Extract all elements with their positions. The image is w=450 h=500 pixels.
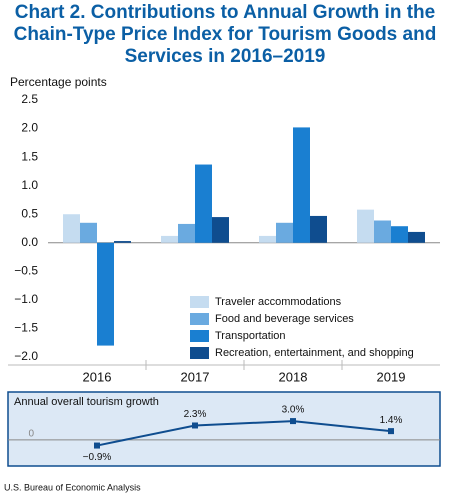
legend-label: Recreation, entertainment, and shopping bbox=[215, 347, 414, 359]
bar bbox=[408, 231, 425, 243]
legend-swatch bbox=[190, 296, 209, 308]
y-tick-label: 2.0 bbox=[21, 121, 38, 135]
value-label: 1.4% bbox=[380, 415, 403, 426]
legend-label: Food and beverage services bbox=[215, 313, 354, 325]
value-label: −0.9% bbox=[83, 452, 112, 463]
bar bbox=[357, 209, 374, 243]
legend-swatch bbox=[190, 313, 209, 325]
bar bbox=[276, 222, 293, 243]
point bbox=[192, 422, 198, 429]
source: U.S. Bureau of Economic Analysis bbox=[4, 482, 141, 492]
value-label: 3.0% bbox=[282, 405, 305, 416]
bar bbox=[80, 222, 97, 243]
value-label: 2.3% bbox=[184, 409, 207, 420]
bar bbox=[391, 226, 408, 243]
x-tick-label: 2016 bbox=[83, 369, 112, 384]
x-tick-label: 2018 bbox=[279, 369, 308, 384]
y-tick-label: 1.5 bbox=[21, 149, 38, 163]
bar bbox=[97, 242, 114, 346]
y-tick-label: −2.0 bbox=[14, 349, 38, 363]
bar bbox=[310, 215, 327, 243]
y-tick-label: 1.0 bbox=[21, 178, 38, 192]
bar bbox=[374, 220, 391, 243]
point bbox=[94, 442, 100, 449]
bar bbox=[114, 241, 131, 243]
legend-swatch bbox=[190, 347, 209, 359]
y-tick-label: −0.5 bbox=[14, 264, 38, 278]
inset-title: Annual overall tourism growth bbox=[14, 396, 159, 408]
y-tick-label: −1.0 bbox=[14, 292, 38, 306]
y-tick-label: 2.5 bbox=[21, 92, 38, 106]
y-tick-label: 0.5 bbox=[21, 206, 38, 220]
point bbox=[290, 418, 296, 425]
x-tick-label: 2017 bbox=[181, 369, 210, 384]
bar bbox=[178, 223, 195, 243]
legend-label: Traveler accommodations bbox=[215, 296, 342, 308]
line bbox=[96, 420, 392, 447]
y-tick-label: −1.5 bbox=[14, 321, 38, 335]
y-tick-label: 0.0 bbox=[21, 235, 38, 249]
bar bbox=[63, 214, 80, 243]
chart-title: Chart 2. Contributions to Annual Growth … bbox=[13, 2, 437, 67]
point bbox=[388, 428, 394, 435]
legend-swatch bbox=[190, 330, 209, 342]
legend-label: Transportation bbox=[215, 330, 286, 342]
bar bbox=[212, 217, 229, 243]
bar bbox=[293, 127, 310, 243]
bar bbox=[195, 164, 212, 243]
x-tick-label: 2019 bbox=[377, 369, 406, 384]
y-tick-label: 0 bbox=[28, 429, 34, 440]
y-axis-title: Percentage points bbox=[10, 75, 107, 89]
bar bbox=[259, 235, 276, 243]
bar bbox=[161, 235, 178, 243]
